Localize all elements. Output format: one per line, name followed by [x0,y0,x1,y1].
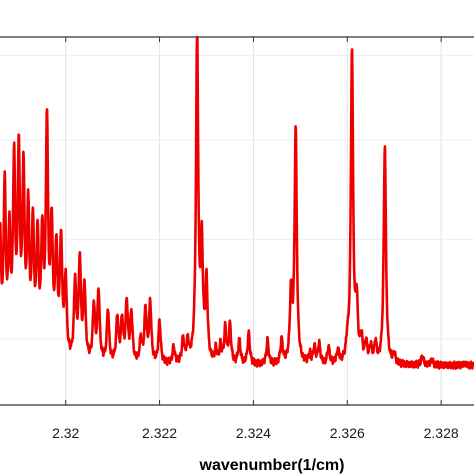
x-tick-label: 2.32 [52,425,79,441]
x-tick-label: 2.326 [330,425,365,441]
x-axis-title: wavenumber(1/cm) [199,457,345,474]
grid-lines [0,37,474,405]
x-tick-labels: 2.32 2.322 2.324 2.326 2.328 [52,425,459,441]
tick-marks [65,37,442,405]
x-tick-label: 2.322 [142,425,177,441]
x-tick-label: 2.324 [236,425,271,441]
spectrum-series-line [0,35,474,370]
x-tick-label: 2.328 [424,425,459,441]
